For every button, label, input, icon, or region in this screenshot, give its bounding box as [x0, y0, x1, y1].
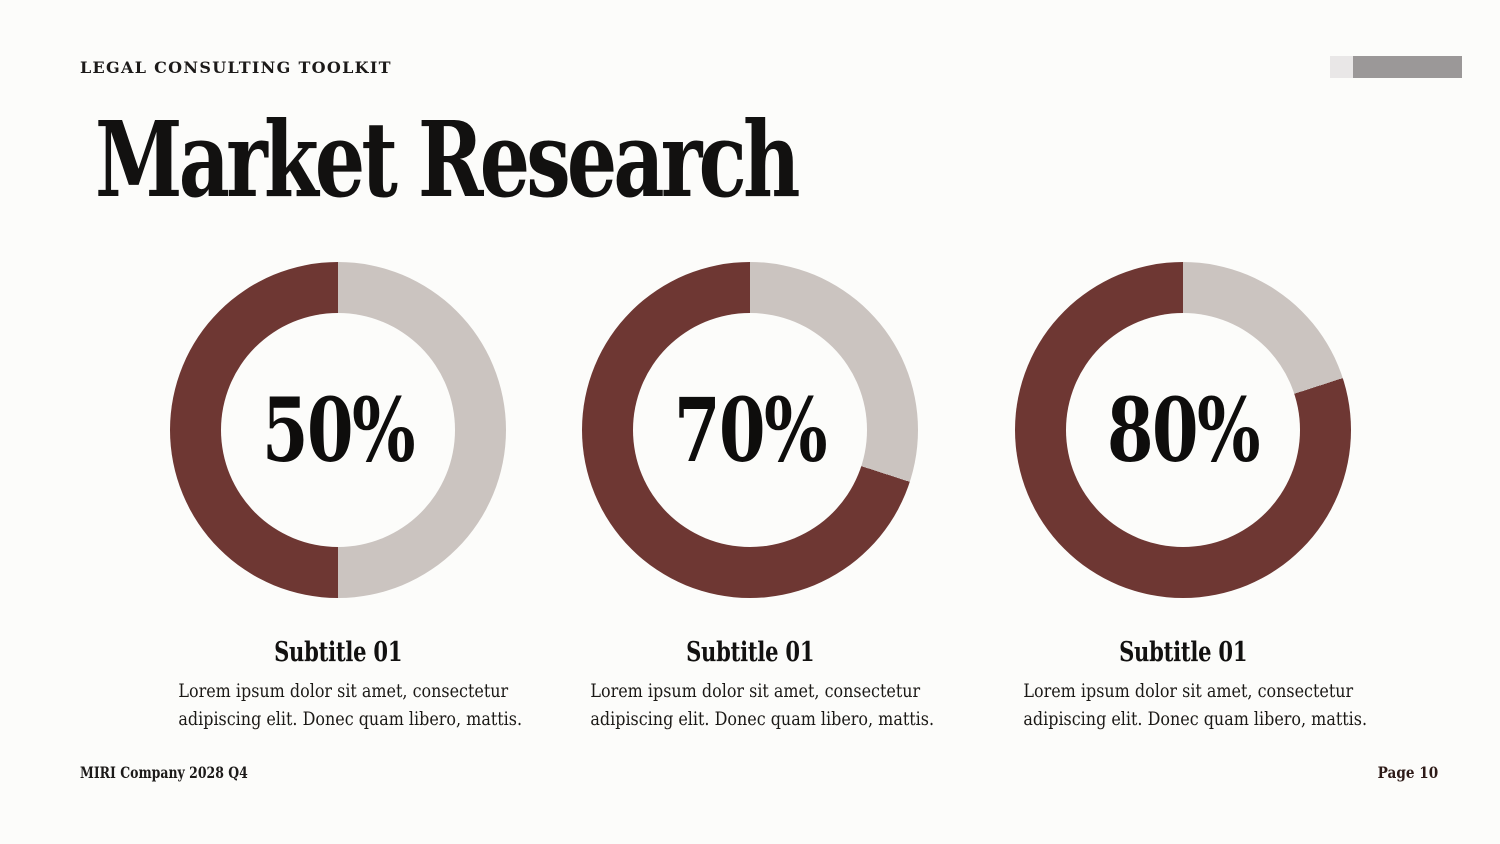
footer-company-label: MIRI Company 2028 Q4 — [80, 763, 248, 782]
donut-value-label: 80% — [1106, 378, 1261, 482]
stat-description-line: Lorem ipsum dolor sit amet, consectetur — [590, 680, 921, 702]
stat-subtitle: Subtitle 01 — [1118, 637, 1248, 668]
donut-chart-80: 80% — [1015, 262, 1351, 598]
stat-subtitle: Subtitle 01 — [685, 637, 815, 668]
progress-track-segment — [1330, 56, 1353, 78]
stat-subtitle: Subtitle 01 — [273, 637, 403, 668]
stat-description-line: adipiscing elit. Donec quam libero, matt… — [1023, 708, 1368, 730]
progress-fill-segment — [1353, 56, 1462, 78]
stat-description: Lorem ipsum dolor sit amet, consectetur … — [560, 677, 940, 733]
donut-chart-50: 50% — [170, 262, 506, 598]
footer-page-number: Page 10 — [1377, 763, 1438, 782]
stat-column-3: 80% Subtitle 01 Lorem ipsum dolor sit am… — [993, 262, 1373, 733]
donut-hole: 70% — [633, 313, 867, 547]
donut-hole: 50% — [221, 313, 455, 547]
stat-description: Lorem ipsum dolor sit amet, consectetur … — [148, 677, 528, 733]
stat-column-2: 70% Subtitle 01 Lorem ipsum dolor sit am… — [560, 262, 940, 733]
stat-description-line: adipiscing elit. Donec quam libero, matt… — [590, 708, 935, 730]
progress-bar — [1330, 56, 1462, 78]
stat-description: Lorem ipsum dolor sit amet, consectetur … — [993, 677, 1373, 733]
stat-column-1: 50% Subtitle 01 Lorem ipsum dolor sit am… — [148, 262, 528, 733]
donut-value-label: 50% — [261, 378, 416, 482]
donut-value-label: 70% — [673, 378, 828, 482]
donut-chart-70: 70% — [582, 262, 918, 598]
stat-description-line: adipiscing elit. Donec quam libero, matt… — [178, 708, 523, 730]
eyebrow-label: LEGAL CONSULTING TOOLKIT — [80, 58, 392, 77]
stat-description-line: Lorem ipsum dolor sit amet, consectetur — [178, 680, 509, 702]
page-title: Market Research — [95, 98, 800, 221]
donut-hole: 80% — [1066, 313, 1300, 547]
stat-description-line: Lorem ipsum dolor sit amet, consectetur — [1023, 680, 1354, 702]
